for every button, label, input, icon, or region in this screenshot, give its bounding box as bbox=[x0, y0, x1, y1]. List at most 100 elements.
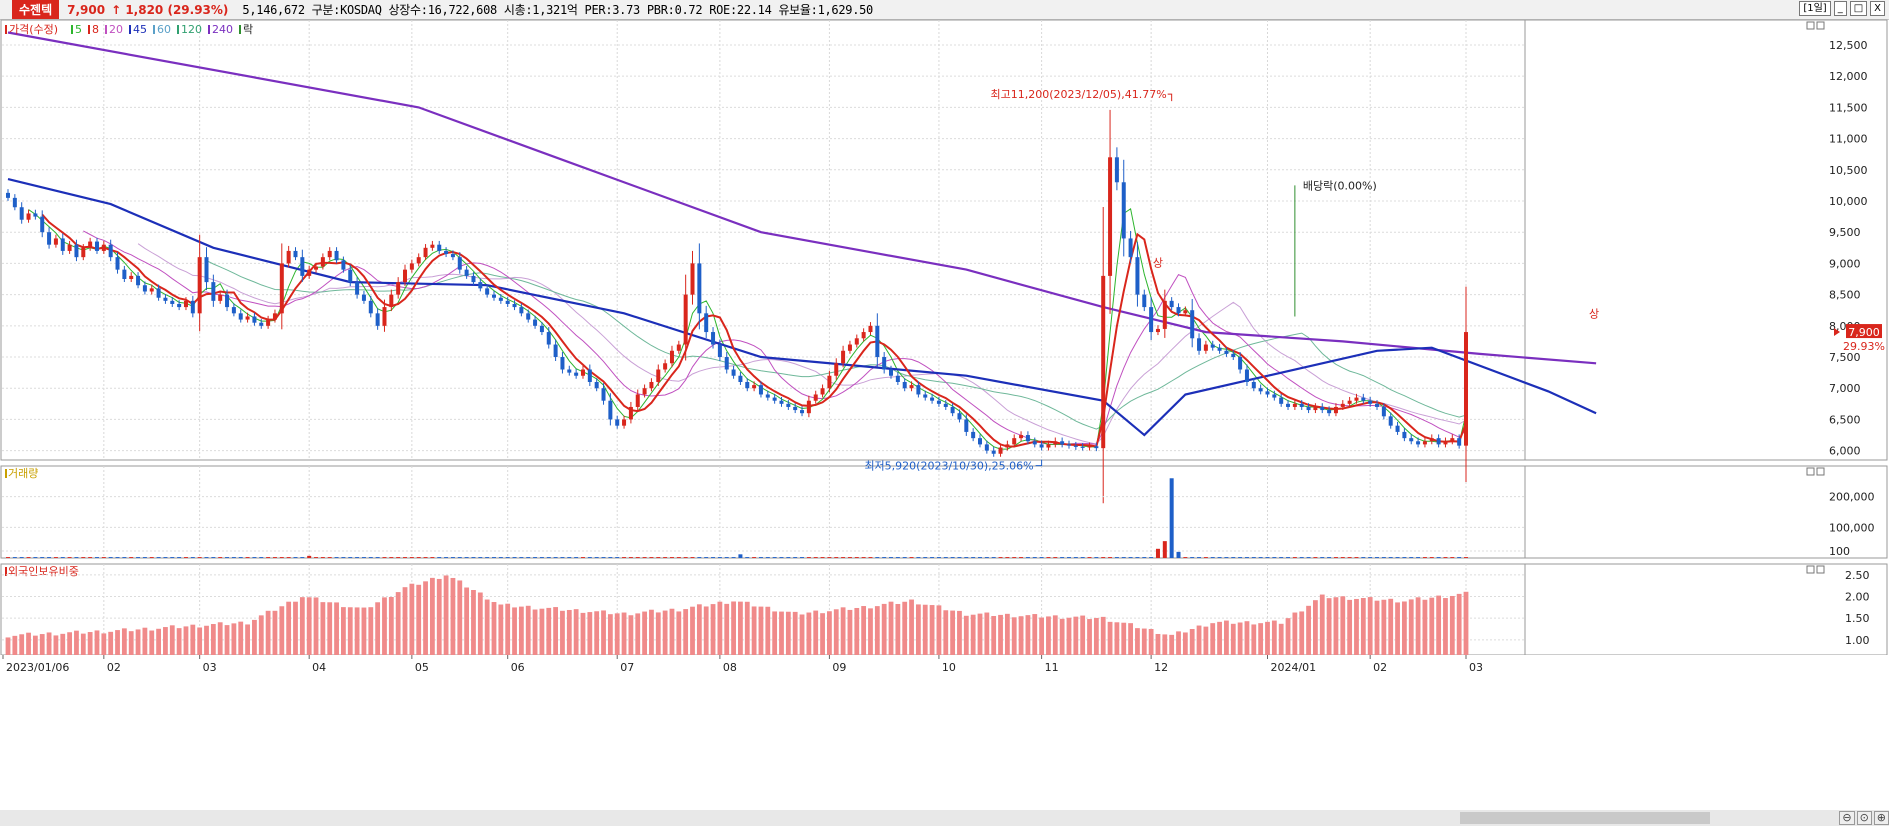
volume-bar bbox=[19, 557, 24, 558]
candle-body bbox=[1347, 400, 1352, 404]
candle-body bbox=[348, 269, 353, 283]
candle-body bbox=[635, 394, 640, 407]
ma-line-45 bbox=[7, 178, 1597, 437]
volume-bar bbox=[1142, 557, 1147, 558]
candle-body bbox=[382, 307, 387, 326]
candle-body bbox=[793, 406, 798, 411]
foreign-bar bbox=[827, 611, 832, 655]
foreign-bar bbox=[580, 612, 586, 655]
volume-bar bbox=[1005, 557, 1010, 558]
candle-body bbox=[67, 244, 72, 251]
foreign-bar bbox=[1196, 625, 1202, 655]
volume-bar bbox=[1251, 557, 1256, 558]
candle-body bbox=[553, 344, 558, 358]
candle-body bbox=[587, 369, 592, 382]
zoom-out-icon[interactable]: ⊖ bbox=[1839, 811, 1855, 825]
candle-body bbox=[1368, 400, 1373, 404]
y-tick-label: 9,500 bbox=[1829, 226, 1861, 239]
candle-body bbox=[546, 332, 551, 345]
volume-bar bbox=[129, 557, 134, 558]
foreign-bar bbox=[1135, 628, 1140, 655]
volume-bar bbox=[6, 557, 10, 558]
volume-bar bbox=[615, 557, 620, 558]
candle-body bbox=[1258, 388, 1263, 392]
candle-body bbox=[1162, 300, 1167, 329]
candle-body bbox=[1436, 438, 1441, 445]
candle-body bbox=[1025, 435, 1030, 442]
foreign-bar bbox=[142, 627, 148, 655]
volume-bar bbox=[94, 557, 99, 558]
period-button[interactable]: [1일] bbox=[1799, 1, 1831, 16]
x-tick-label: 03 bbox=[1469, 661, 1483, 674]
scroll-bar bbox=[0, 810, 1889, 826]
volume-bar bbox=[245, 557, 250, 558]
volume-bar bbox=[841, 557, 846, 558]
candle-body bbox=[1286, 403, 1291, 407]
foreign-bar bbox=[1340, 596, 1346, 655]
foreign-bar bbox=[957, 610, 962, 655]
volume-bar bbox=[971, 557, 976, 558]
maximize-icon[interactable]: □ bbox=[1849, 1, 1868, 16]
volume-bar bbox=[33, 557, 38, 558]
foreign-bar bbox=[1169, 634, 1175, 655]
candle-body bbox=[478, 282, 483, 289]
candle-body bbox=[457, 257, 462, 270]
foreign-bar bbox=[881, 603, 887, 655]
foreign-bar bbox=[991, 616, 997, 655]
candle-body bbox=[177, 303, 182, 308]
foreign-bar bbox=[1176, 631, 1181, 655]
foreign-bar bbox=[854, 607, 860, 655]
y-tick-label: 10,500 bbox=[1829, 164, 1868, 177]
candle-body bbox=[779, 400, 784, 404]
volume-bar bbox=[930, 557, 935, 558]
foreign-bar bbox=[1025, 615, 1031, 655]
candle-body bbox=[1361, 397, 1366, 401]
volume-bar bbox=[533, 557, 538, 558]
volume-bar bbox=[622, 557, 627, 558]
foreign-bar bbox=[60, 633, 66, 655]
zoom-reset-icon[interactable]: ⊙ bbox=[1856, 811, 1872, 825]
zoom-in-icon[interactable]: ⊕ bbox=[1873, 811, 1889, 825]
foreign-bar bbox=[279, 606, 285, 655]
candle-body bbox=[464, 269, 469, 276]
volume-bar bbox=[498, 557, 503, 558]
foreign-bar bbox=[87, 632, 93, 655]
volume-bar bbox=[519, 557, 524, 558]
candle-body bbox=[129, 275, 134, 280]
foreign-bar bbox=[1265, 621, 1270, 655]
foreign-y-tick-label: 1.00 bbox=[1845, 634, 1870, 647]
volume-bar bbox=[348, 557, 353, 558]
volume-bar bbox=[738, 554, 743, 558]
candle-body bbox=[1381, 406, 1386, 417]
foreign-bar bbox=[1333, 597, 1339, 655]
x-tick-label: 07 bbox=[620, 661, 634, 674]
foreign-bar bbox=[724, 603, 730, 655]
foreign-bar bbox=[1443, 598, 1448, 655]
candle-body bbox=[813, 394, 818, 401]
foreign-bar bbox=[53, 635, 59, 655]
volume-bar bbox=[416, 557, 421, 558]
foreign-bar bbox=[135, 629, 141, 655]
stock-name[interactable]: 수젠텍 bbox=[12, 0, 60, 19]
candle-body bbox=[94, 241, 99, 251]
candle-body bbox=[6, 192, 10, 198]
candle-body bbox=[868, 325, 873, 333]
minimize-icon[interactable]: _ bbox=[1833, 1, 1847, 16]
foreign-bar bbox=[566, 609, 572, 655]
volume-bar bbox=[964, 557, 969, 558]
candle-body bbox=[471, 275, 476, 283]
volume-bar bbox=[546, 557, 551, 558]
volume-bar bbox=[101, 557, 106, 558]
foreign-bar bbox=[1011, 617, 1017, 655]
low-arrow bbox=[1035, 459, 1043, 467]
volume-bar bbox=[1108, 557, 1113, 558]
candle-body bbox=[498, 297, 503, 301]
legend-ma-swatch bbox=[129, 25, 131, 34]
volume-bar bbox=[1286, 557, 1291, 558]
volume-bar bbox=[1162, 541, 1167, 558]
y-tick-label: 11,500 bbox=[1829, 101, 1868, 114]
stock-info: 5,146,672 구분:KOSDAQ 상장수:16,722,608 시총:1,… bbox=[242, 3, 873, 17]
volume-bar bbox=[731, 557, 736, 558]
close-icon[interactable]: X bbox=[1870, 1, 1885, 16]
